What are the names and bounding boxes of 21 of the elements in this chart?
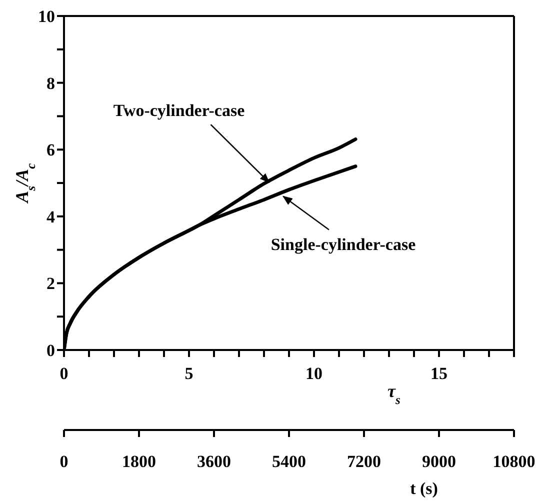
x2-tick-label: 3600 (197, 452, 231, 472)
y-tick-label: 8 (46, 74, 55, 93)
x2-tick-label: 0 (60, 452, 68, 472)
y-tick-label: 6 (46, 140, 55, 160)
y-tick-label: 2 (46, 274, 55, 294)
x-tick-label: 15 (430, 364, 448, 384)
x2-tick-label: 7200 (347, 452, 381, 472)
text: Two-cylinder-case (113, 101, 246, 120)
y-tick-label: 4 (46, 207, 56, 226)
x-tick-label: 0 (60, 364, 68, 384)
x2-tick-label: 9000 (422, 452, 456, 472)
x2-tick-label: 5400 (272, 452, 306, 472)
y-tick-label: 10 (38, 7, 55, 26)
x2-axis-title: t (s) (410, 479, 438, 498)
y-tick-label: 0 (46, 341, 55, 360)
legend-label: Single-cylinder-case (270, 234, 416, 254)
x2-tick-label: 10800 (492, 452, 536, 472)
x-tick-label: 5 (184, 364, 194, 384)
x-axis-title: τ$_{s}$ (388, 381, 401, 407)
x-tick-label: 10 (306, 364, 322, 384)
x2-tick-label: 1800 (122, 452, 156, 472)
